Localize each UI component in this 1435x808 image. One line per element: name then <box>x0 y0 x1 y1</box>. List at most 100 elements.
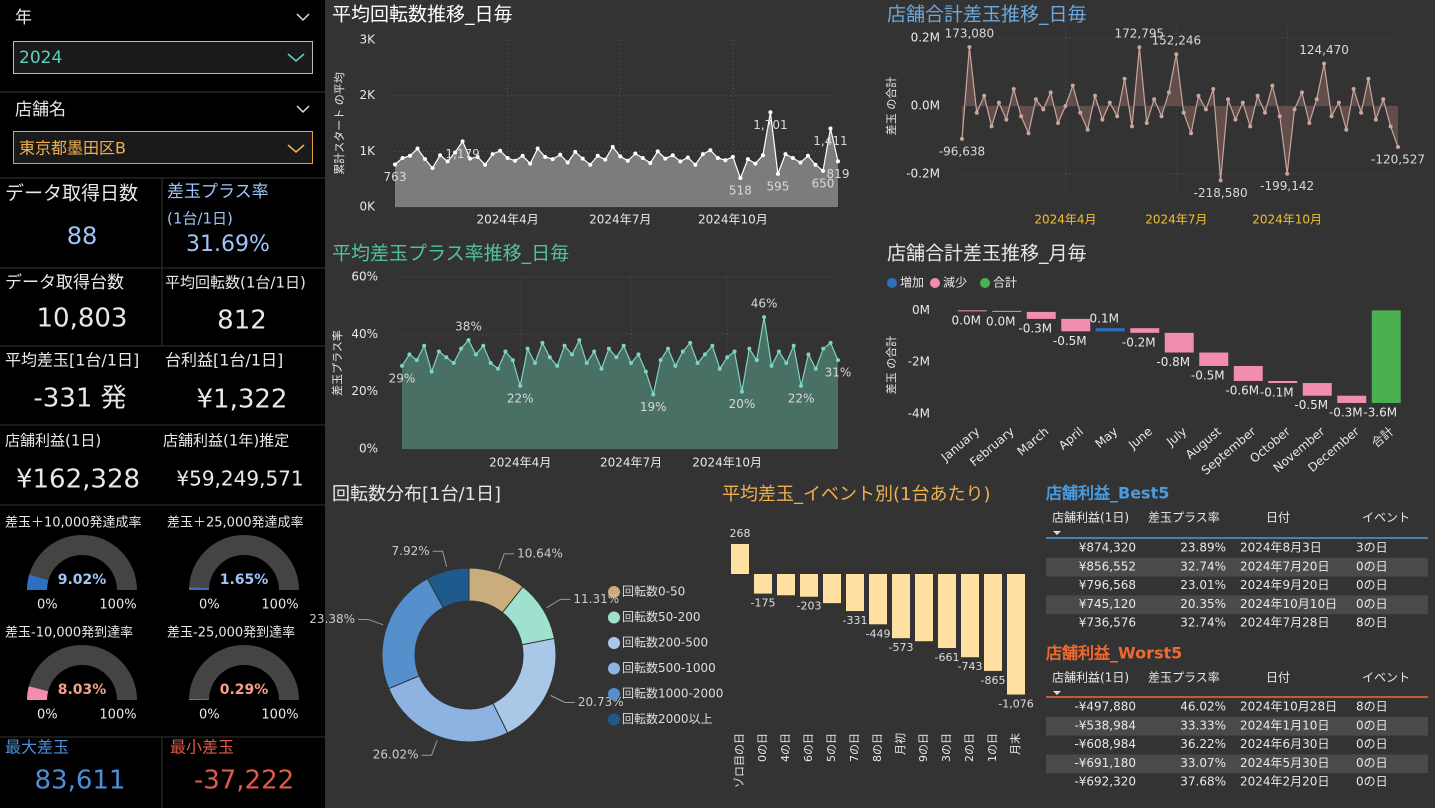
point <box>702 352 707 357</box>
bar <box>1026 311 1056 319</box>
column-header: 日付 <box>1266 511 1290 525</box>
point <box>633 151 638 156</box>
point <box>588 162 593 167</box>
kpi-value: -37,222 <box>194 766 294 796</box>
point <box>775 171 780 176</box>
legend-marker <box>608 662 620 675</box>
filter-label: 年 <box>15 8 32 28</box>
point <box>730 154 735 159</box>
table-cell: 0の日 <box>1356 718 1388 732</box>
kpi-label: 店舗利益(1日) <box>5 432 101 450</box>
data-label: -199,142 <box>1260 179 1314 193</box>
x-tick-label: 1の日 <box>986 733 999 762</box>
dropdown[interactable] <box>13 41 313 74</box>
point <box>717 366 722 371</box>
point <box>1226 97 1231 102</box>
y-tick-label: 0M <box>912 303 930 317</box>
point <box>1048 90 1053 95</box>
table-cell: -¥538,984 <box>1074 718 1136 732</box>
table-cell: 2024年8月3日 <box>1240 541 1322 555</box>
gauge-value-label: 8.03% <box>58 682 107 698</box>
legend-label: 合計 <box>993 275 1017 290</box>
data-label: -331 <box>843 614 868 627</box>
table-cell: 3の日 <box>1356 541 1388 555</box>
kpi-value: 812 <box>217 306 267 336</box>
gauge-value <box>27 574 49 590</box>
point <box>693 162 698 167</box>
kpi-label: 店舗利益(1年)推定 <box>163 432 289 450</box>
data-label: 124,470 <box>1299 43 1349 57</box>
chevron[interactable] <box>287 144 305 153</box>
table-cell: 20.35% <box>1180 597 1226 611</box>
point <box>562 343 567 348</box>
column-header: 店舗利益(1日) <box>1052 511 1129 525</box>
gauge-value <box>27 686 49 700</box>
point <box>503 349 508 354</box>
table-cell: 37.68% <box>1180 775 1226 789</box>
point <box>573 149 578 154</box>
data-label: -3.6M <box>1363 405 1397 419</box>
gauge-value-label: 1.65% <box>220 572 269 588</box>
point <box>444 355 449 360</box>
data-label: 22% <box>507 391 534 405</box>
y-axis-title: 差玉プラス率 <box>331 330 344 396</box>
point <box>580 156 585 161</box>
point <box>422 343 427 348</box>
chevron[interactable] <box>296 13 310 22</box>
y-tick-label: 40% <box>351 327 378 341</box>
dropdown-value[interactable]: 2024 <box>19 48 62 68</box>
data-label: 23.38% <box>309 612 355 626</box>
x-tick-label: 2024年10月 <box>1252 213 1322 227</box>
chart-title: 平均差玉_イベント別(1台あたり) <box>722 484 991 505</box>
point <box>643 369 648 374</box>
data-label: 0.0M <box>952 313 981 327</box>
data-label: 518 <box>729 184 752 198</box>
row-stripe <box>1046 557 1428 577</box>
bar <box>1268 380 1298 384</box>
data-label: 26.02% <box>373 748 419 762</box>
point <box>1307 121 1312 125</box>
sort-indicator[interactable] <box>1053 691 1061 695</box>
bar <box>1302 383 1332 396</box>
y-tick-label: 3K <box>359 33 376 47</box>
point <box>1063 104 1068 108</box>
point <box>577 338 582 343</box>
kpi-value: -331 発 <box>33 384 126 414</box>
chevron[interactable] <box>287 53 305 62</box>
y-tick-label: -0.2M <box>906 167 940 181</box>
point <box>535 146 540 151</box>
data-label: 0.0M <box>986 314 1015 328</box>
point <box>510 358 515 363</box>
chevron[interactable] <box>296 105 310 114</box>
table-cell: ¥745,120 <box>1079 597 1136 611</box>
point <box>648 161 653 166</box>
data-label: -743 <box>958 660 983 673</box>
kpi-value: 88 <box>67 222 98 250</box>
data-label: -0.5M <box>1294 398 1328 412</box>
table-cell: 0の日 <box>1356 578 1388 592</box>
data-label: -96,638 <box>939 144 985 158</box>
point <box>1189 131 1194 136</box>
point <box>745 157 750 162</box>
dropdown-value[interactable]: 東京都墨田区B <box>19 139 126 158</box>
chart-title: 平均回転数推移_日毎 <box>332 4 513 26</box>
bar <box>961 574 979 658</box>
point <box>732 349 737 354</box>
legend-marker <box>887 278 897 288</box>
point <box>982 93 987 98</box>
data-label: 819 <box>827 167 850 181</box>
table-cell: ¥796,568 <box>1079 578 1136 592</box>
table-cell: 2024年7月28日 <box>1240 616 1329 630</box>
point <box>400 363 404 368</box>
column-header: 差玉プラス率 <box>1148 511 1220 525</box>
point <box>700 152 705 157</box>
sort-indicator[interactable] <box>1053 531 1061 535</box>
kpi-value: 31.69% <box>186 232 270 257</box>
data-label: 38% <box>455 320 482 334</box>
area <box>402 317 838 449</box>
data-label: -1,076 <box>998 698 1033 711</box>
point <box>505 156 510 161</box>
gauge-track <box>189 645 299 700</box>
dropdown[interactable] <box>13 131 313 164</box>
gauge-tick-label: 100% <box>261 708 298 723</box>
